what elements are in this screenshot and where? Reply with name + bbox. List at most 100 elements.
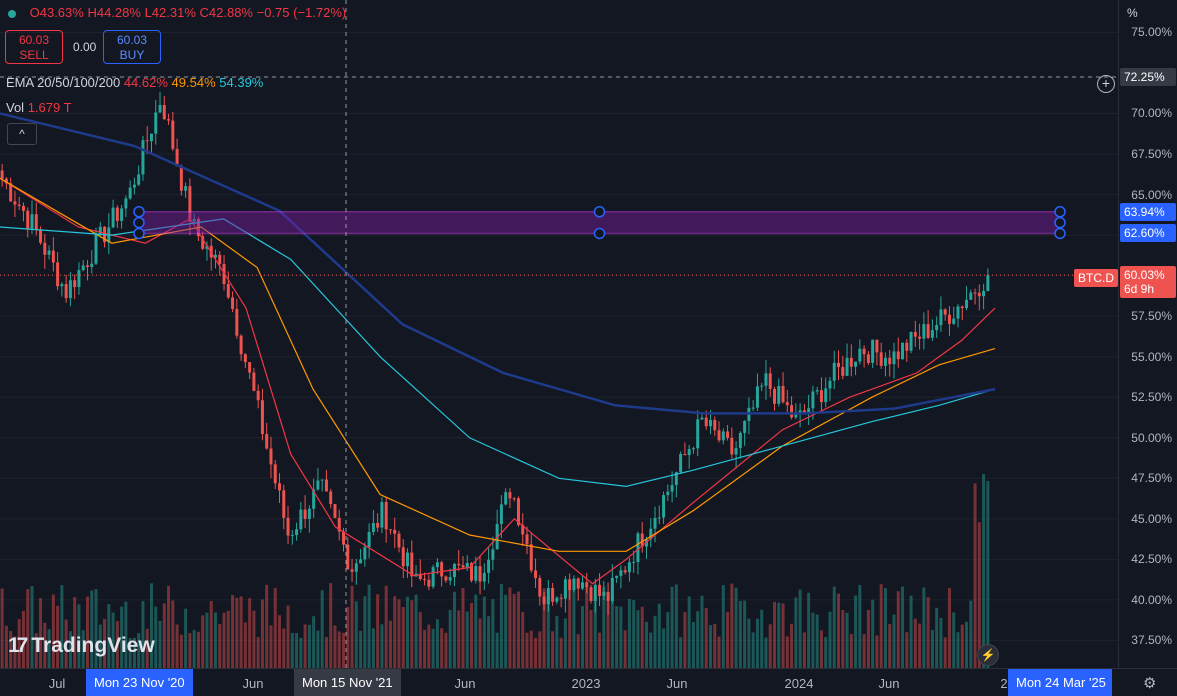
ema-line-2 <box>0 177 996 552</box>
volume-bar <box>896 591 900 668</box>
time-axis-tick: Jun <box>666 676 688 691</box>
candle <box>329 491 333 505</box>
add-alert-icon[interactable]: + <box>1097 75 1115 93</box>
volume-bar <box>367 584 371 668</box>
volume-bar <box>542 588 546 668</box>
zone-handle <box>593 227 606 240</box>
candle <box>427 579 431 587</box>
volume-bar <box>871 599 875 668</box>
candle <box>141 140 145 175</box>
candle <box>145 140 149 142</box>
candle <box>354 563 358 572</box>
candle <box>487 559 491 573</box>
flash-icon[interactable]: ⚡ <box>977 644 999 666</box>
time-axis-tick: Jun <box>242 676 264 691</box>
candle <box>9 183 13 202</box>
candle <box>986 275 990 291</box>
candle <box>909 331 913 351</box>
chart-canvas[interactable] <box>0 0 1118 668</box>
ema-legend[interactable]: EMA 20/50/100/200 44.62% 49.54% 54.39% <box>6 75 263 90</box>
candle <box>777 385 781 404</box>
volume-bar <box>935 607 939 668</box>
volume-bar <box>781 603 785 668</box>
candle <box>256 390 260 401</box>
volume-bar <box>423 629 427 668</box>
volume-bar <box>226 610 230 668</box>
volume-bar <box>431 628 435 668</box>
volume-bar <box>653 615 657 668</box>
volume-bar <box>798 589 802 668</box>
volume-bar <box>90 590 94 668</box>
volume-bar <box>201 615 205 668</box>
volume-bar <box>922 587 926 668</box>
zone-bottom-label: 62.60% <box>1120 224 1176 243</box>
sell-button[interactable]: 60.03 SELL <box>5 30 63 64</box>
candle <box>290 535 294 537</box>
volume-bar <box>295 633 299 668</box>
candle <box>226 284 230 298</box>
candle <box>68 280 72 299</box>
buy-button[interactable]: 60.03 BUY <box>103 30 161 64</box>
candle <box>111 207 115 228</box>
time-axis[interactable]: ⚙ Jul Mon 23 Nov '20 Jun Mon 15 Nov '21 Jun 2… <box>0 668 1177 696</box>
volume-bar <box>888 624 892 668</box>
volume-legend[interactable]: Vol 1.679 T <box>6 100 72 115</box>
price-chart[interactable] <box>0 0 1118 668</box>
candle <box>179 166 183 191</box>
volume-bar <box>4 625 8 668</box>
volume-bar <box>879 584 883 668</box>
volume-bar <box>666 612 670 668</box>
candle <box>278 483 281 491</box>
candle <box>440 562 444 577</box>
percent-scale-label[interactable]: % <box>1127 6 1138 20</box>
candle <box>662 495 666 518</box>
price-axis-tick: 52.50% <box>1131 390 1172 405</box>
volume-bar <box>337 631 341 668</box>
price-axis[interactable]: 75.00%70.00%67.50%65.00%62.50%60.00%57.5… <box>1118 0 1177 668</box>
candle <box>60 284 64 287</box>
volume-bar <box>926 597 930 668</box>
volume-bar <box>487 616 491 668</box>
ohlc-legend: O43.63% H44.28% L42.31% C42.88% −0.75 (−… <box>8 5 346 20</box>
volume-bar <box>679 637 683 668</box>
time-axis-tick: Jul <box>48 676 66 691</box>
candle <box>465 562 469 568</box>
volume-bar <box>77 604 81 668</box>
volume-bar <box>726 611 730 668</box>
ohlc-close: C42.88% <box>199 5 253 20</box>
gear-icon[interactable]: ⚙ <box>1143 675 1157 692</box>
candle <box>342 531 346 545</box>
volume-bar <box>743 600 747 668</box>
volume-bar <box>960 624 964 668</box>
candle <box>687 449 691 456</box>
zone-top-label: 63.94% <box>1120 202 1176 221</box>
candle <box>726 431 730 438</box>
volume-bar <box>184 608 188 668</box>
candle <box>956 306 960 319</box>
volume-bar <box>56 605 60 668</box>
volume-bar <box>269 625 273 668</box>
candle <box>418 573 422 579</box>
candle <box>935 325 939 331</box>
ema50-value: 49.54% <box>171 75 216 90</box>
volume-bar <box>17 619 21 668</box>
candle <box>260 400 264 435</box>
volume-bar <box>478 618 482 668</box>
volume-bar <box>670 586 674 668</box>
volume-bar <box>640 606 644 668</box>
price-axis-tick: 67.50% <box>1131 147 1172 162</box>
volume-bar <box>866 609 870 668</box>
volume-bar <box>303 624 307 668</box>
volume-bar <box>448 609 452 668</box>
volume-bar <box>13 636 17 668</box>
volume-bar <box>482 596 486 668</box>
candle <box>969 292 973 300</box>
candle <box>576 578 580 589</box>
volume-bar <box>875 635 879 668</box>
candle <box>363 547 367 560</box>
time-axis-tick: 2024 <box>784 676 814 691</box>
candle <box>124 198 128 209</box>
candle <box>162 105 166 120</box>
candle <box>516 498 520 526</box>
collapse-legend-button[interactable]: ^ <box>7 123 37 145</box>
